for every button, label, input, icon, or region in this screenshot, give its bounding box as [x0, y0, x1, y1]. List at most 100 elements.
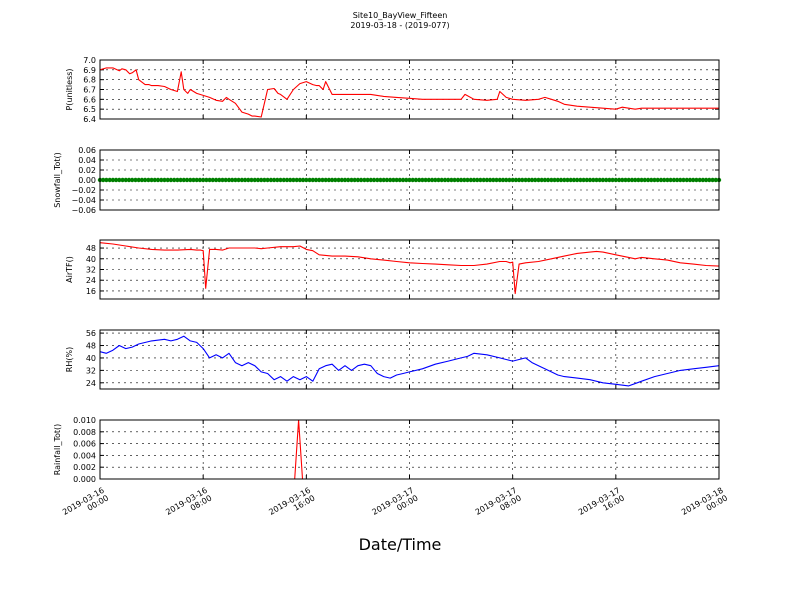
data-point	[439, 177, 444, 183]
data-point	[433, 177, 438, 183]
data-point	[536, 177, 541, 183]
y-tick-label: 48	[86, 342, 96, 351]
data-point	[388, 177, 393, 183]
data-point	[642, 177, 647, 183]
data-point	[513, 177, 519, 183]
data-point	[668, 177, 673, 183]
data-point	[587, 177, 593, 183]
data-point	[120, 177, 125, 183]
data-point	[394, 177, 399, 183]
data-point	[249, 177, 254, 183]
data-point	[413, 177, 419, 183]
data-point	[552, 177, 557, 183]
data-point	[336, 177, 341, 183]
data-point	[149, 177, 154, 183]
data-point	[265, 177, 270, 183]
y-tick-label: 6.7	[83, 86, 96, 95]
data-point	[594, 177, 599, 183]
data-point	[623, 177, 628, 183]
data-point	[278, 177, 283, 183]
data-point	[349, 177, 354, 183]
data-point	[578, 177, 583, 183]
y-tick-label: 0.06	[78, 146, 96, 155]
data-point	[549, 177, 554, 183]
panel-1: 6.46.56.66.76.86.97.0 P(unitless)	[65, 56, 720, 124]
data-point	[636, 177, 641, 183]
data-point	[610, 177, 615, 183]
data-point	[600, 177, 606, 183]
data-point	[162, 177, 167, 183]
y-tick-label: 6.9	[83, 66, 96, 75]
data-point	[271, 177, 277, 183]
series-line	[99, 335, 720, 387]
data-point	[281, 177, 286, 183]
axes-frame	[99, 239, 720, 300]
y-tick-label: 0.008	[73, 428, 96, 437]
data-point	[123, 177, 128, 183]
data-point	[288, 177, 293, 183]
data-point	[665, 177, 670, 183]
data-point	[113, 177, 119, 183]
data-point	[591, 177, 596, 183]
data-point	[523, 177, 528, 183]
data-point	[375, 177, 380, 183]
y-tick-label: 6.8	[83, 76, 96, 85]
data-point	[384, 177, 390, 183]
y-tick-label: 0.006	[73, 440, 96, 449]
data-point	[342, 177, 348, 183]
data-point	[172, 177, 177, 183]
data-point	[259, 177, 264, 183]
data-point	[533, 177, 538, 183]
y-tick-label: 6.4	[83, 115, 96, 124]
data-point	[597, 177, 602, 183]
data-point	[236, 177, 241, 183]
data-point	[320, 177, 325, 183]
data-point	[629, 177, 635, 183]
data-point	[291, 177, 296, 183]
data-point	[362, 177, 367, 183]
data-point	[613, 177, 618, 183]
data-point	[155, 177, 161, 183]
y-tick-label: 6.6	[83, 95, 96, 104]
data-point	[545, 177, 551, 183]
data-point	[639, 177, 644, 183]
data-point	[462, 177, 467, 183]
y-tick-label: −0.02	[71, 186, 96, 195]
data-point	[674, 177, 680, 183]
x-tick-label: 2019-03-1600:00	[61, 486, 110, 525]
data-point	[152, 177, 157, 183]
data-point	[197, 177, 203, 183]
data-point	[607, 177, 612, 183]
data-point	[133, 177, 138, 183]
data-point	[136, 177, 141, 183]
data-point	[497, 177, 502, 183]
scatter-points	[97, 177, 722, 183]
data-point	[442, 177, 448, 183]
data-point	[391, 177, 396, 183]
axes-frame	[99, 329, 720, 390]
data-point	[678, 177, 683, 183]
x-tick-label: 2019-03-1708:00	[474, 486, 523, 525]
y-axis-label: RH(%)	[65, 347, 74, 372]
y-tick-label: 24	[86, 276, 96, 285]
data-point	[426, 177, 431, 183]
data-point	[516, 177, 522, 183]
data-point	[707, 177, 712, 183]
data-point	[226, 177, 232, 183]
y-tick-label: 0.04	[78, 156, 96, 165]
x-tick-label: 2019-03-1800:00	[680, 486, 729, 525]
data-point	[110, 177, 116, 183]
y-tick-label: 32	[86, 366, 96, 375]
data-point	[700, 177, 706, 183]
series-line	[99, 242, 720, 295]
x-tick-label: 2019-03-1700:00	[371, 486, 420, 525]
panel-5: 0.000 0.002 0.004 0.006 0.008 0.010 Rainfall_T…	[53, 416, 720, 484]
data-point	[233, 177, 238, 183]
data-point	[181, 177, 186, 183]
y-tick-label: 32	[86, 266, 96, 275]
x-axis-label: Date/Time	[358, 535, 442, 554]
data-point	[300, 177, 306, 183]
data-point	[671, 177, 677, 183]
data-point	[658, 177, 664, 183]
